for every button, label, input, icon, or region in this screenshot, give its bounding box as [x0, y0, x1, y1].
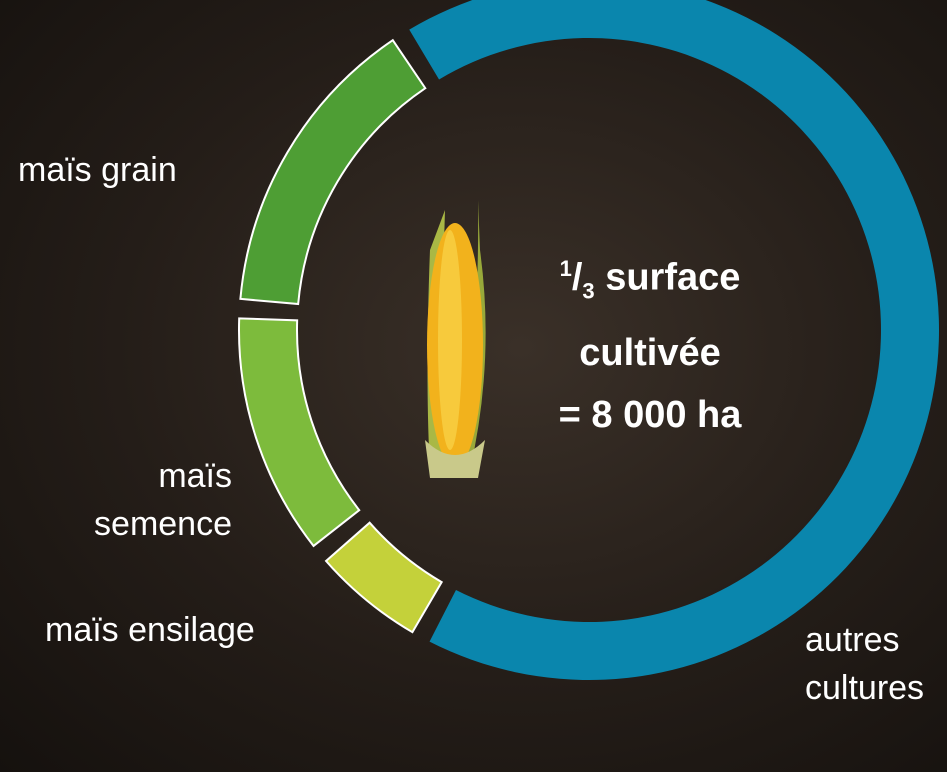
donut-segment [324, 521, 444, 634]
annotation-text: surface cultivée [579, 256, 741, 375]
center-annotation: 1/3 surface cultivée = 8 000 ha [558, 256, 742, 437]
donut-segment [409, 0, 939, 680]
segment-label: maïs semence [94, 457, 232, 543]
numerator: 1 [559, 256, 572, 281]
corn-icon [425, 200, 486, 478]
donut-segment [238, 317, 361, 548]
donut-segment [239, 38, 427, 306]
segment-label: maïs ensilage [45, 611, 255, 649]
denominator: 3 [582, 278, 595, 304]
annotation-total: = 8 000 ha [558, 394, 742, 437]
segment-label: autres cultures [805, 621, 925, 707]
segment-label: maïs grain [18, 151, 177, 189]
